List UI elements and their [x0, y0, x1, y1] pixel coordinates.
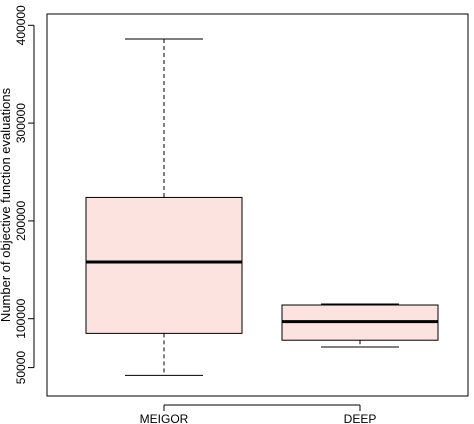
y-tick-label: 50000 [14, 351, 28, 385]
y-tick-label: 200000 [14, 201, 28, 241]
y-tick-label: 400000 [14, 5, 28, 45]
boxes [85, 38, 439, 376]
plot-frame [46, 13, 469, 397]
y-tick-label: 300000 [14, 103, 28, 143]
x-tick-label: DEEP [344, 412, 377, 424]
y-axis: 50000 100000 200000 300000 400000 [14, 5, 35, 385]
x-tick-label: MEIGOR [140, 412, 189, 424]
y-tick-label: 100000 [14, 298, 28, 338]
iqr-box [85, 196, 243, 334]
box-deep [281, 303, 439, 348]
box-meigor [85, 38, 243, 376]
x-axis: MEIGOR DEEP [140, 404, 377, 424]
y-axis-label: Number of objective function evaluations [0, 87, 13, 322]
